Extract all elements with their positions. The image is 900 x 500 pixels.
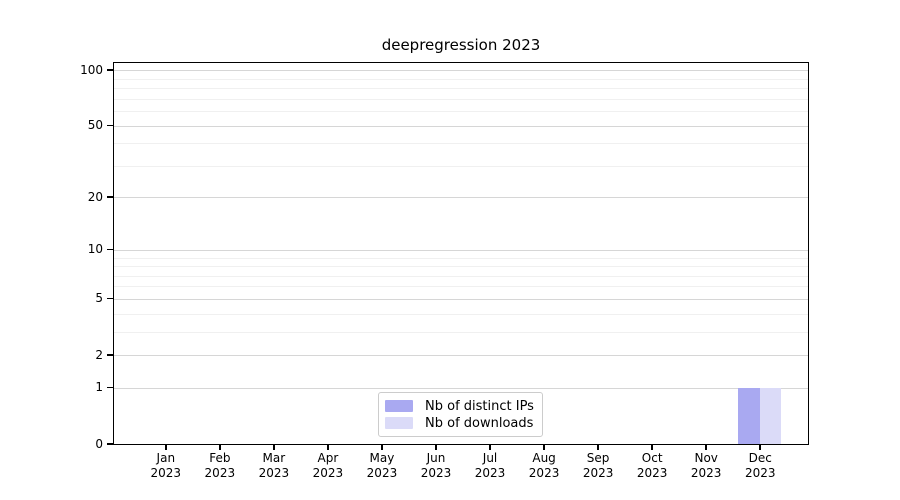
x-tick-month: Jan [156, 451, 176, 465]
gridline-major [114, 70, 808, 72]
x-tick-year: 2023 [420, 466, 452, 480]
gridline-major [114, 249, 808, 251]
gridline-minor [114, 98, 808, 100]
y-axis-tick [107, 297, 113, 300]
x-axis-tick [597, 445, 599, 450]
y-tick-label: 5 [95, 291, 103, 306]
x-tick-label: Apr 2023 [296, 451, 360, 481]
x-tick-year: 2023 [258, 466, 290, 480]
legend-entry: Nb of downloads [385, 415, 536, 431]
x-tick-month: Sep [586, 451, 610, 465]
plot-area [113, 62, 809, 445]
y-axis-tick [107, 124, 113, 127]
x-tick-month: Oct [641, 451, 663, 465]
gridline-minor [114, 111, 808, 113]
x-axis-tick [327, 445, 329, 450]
x-tick-month: Mar [262, 451, 286, 465]
y-axis-tick [107, 386, 113, 389]
x-axis-tick [489, 445, 491, 450]
gridline-minor [114, 313, 808, 315]
x-axis-tick [273, 445, 275, 450]
gridline-minor [114, 143, 808, 145]
gridline-minor [114, 165, 808, 167]
x-tick-month: Apr [317, 451, 339, 465]
legend: Nb of distinct IPs Nb of downloads [378, 392, 543, 437]
x-tick-month: Dec [748, 451, 772, 465]
x-tick-year: 2023 [204, 466, 236, 480]
gridline-minor [114, 331, 808, 333]
x-tick-month: Aug [532, 451, 556, 465]
x-tick-year: 2023 [312, 466, 344, 480]
x-tick-label: Aug 2023 [512, 451, 576, 481]
x-tick-year: 2023 [690, 466, 722, 480]
y-axis-tick [107, 196, 113, 198]
gridline-major [114, 387, 808, 389]
x-tick-year: 2023 [474, 466, 506, 480]
legend-swatch [385, 400, 413, 412]
x-tick-year: 2023 [528, 466, 560, 480]
gridline-major [114, 125, 808, 127]
x-axis-tick [759, 445, 761, 450]
x-tick-month: Nov [694, 451, 718, 465]
bar-distinct-ips [738, 387, 760, 444]
chart-title: deepregression 2023 [381, 36, 541, 54]
y-tick-label: 10 [87, 242, 103, 257]
x-tick-year: 2023 [366, 466, 398, 480]
bar-downloads [759, 387, 782, 444]
x-axis-tick [381, 445, 383, 450]
x-tick-month: Feb [209, 451, 231, 465]
y-axis-tick [107, 69, 113, 71]
x-axis-tick [651, 445, 653, 450]
x-tick-label: Oct 2023 [620, 451, 684, 481]
gridline-major [114, 298, 808, 300]
legend-entry: Nb of distinct IPs [385, 398, 536, 414]
x-tick-year: 2023 [744, 466, 776, 480]
y-tick-label: 50 [87, 118, 103, 133]
x-tick-label: Feb 2023 [188, 451, 252, 481]
gridline-minor [114, 78, 808, 80]
x-tick-label: Jan 2023 [134, 451, 198, 481]
legend-label: Nb of distinct IPs [425, 398, 534, 414]
x-tick-label: Nov 2023 [674, 451, 738, 481]
y-tick-label: 100 [80, 62, 103, 77]
gridline-minor [114, 88, 808, 90]
y-axis-tick [107, 248, 113, 251]
x-axis-tick [219, 445, 221, 450]
gridline-major [114, 197, 808, 199]
x-tick-label: Dec 2023 [728, 451, 792, 481]
x-tick-year: 2023 [636, 466, 668, 480]
x-tick-label: Jul 2023 [458, 451, 522, 481]
gridline-minor [114, 286, 808, 288]
y-tick-label: 0 [95, 436, 103, 451]
x-axis-tick [435, 445, 437, 450]
x-tick-label: Mar 2023 [242, 451, 306, 481]
y-axis-tick [107, 354, 113, 356]
x-tick-label: Jun 2023 [404, 451, 468, 481]
legend-swatch [385, 417, 413, 429]
y-tick-label: 1 [95, 380, 103, 395]
x-tick-month: Jun [426, 451, 446, 465]
legend-label: Nb of downloads [425, 415, 534, 431]
y-tick-label: 20 [87, 189, 103, 204]
x-tick-month: Jul [482, 451, 498, 465]
x-axis-tick [165, 445, 167, 450]
y-tick-label: 2 [95, 347, 103, 362]
x-tick-year: 2023 [150, 466, 182, 480]
x-axis-tick [543, 445, 545, 450]
gridline-major [114, 355, 808, 357]
x-tick-year: 2023 [582, 466, 614, 480]
gridline-minor [114, 266, 808, 268]
gridline-minor [114, 257, 808, 259]
x-axis-tick [705, 445, 707, 450]
x-tick-month: May [369, 451, 395, 465]
x-tick-label: May 2023 [350, 451, 414, 481]
gridline-minor [114, 275, 808, 277]
x-tick-label: Sep 2023 [566, 451, 630, 481]
y-axis-tick [107, 443, 113, 445]
